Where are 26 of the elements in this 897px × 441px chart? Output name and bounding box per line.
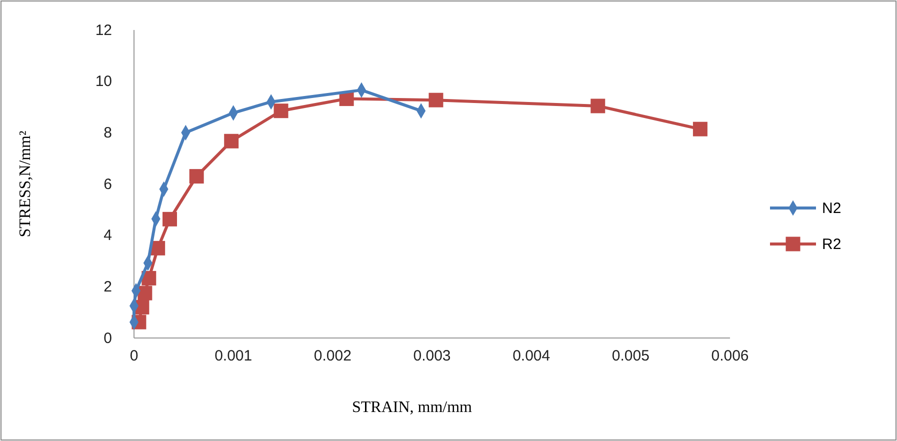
x-tick-label: 0.002 xyxy=(314,348,352,365)
point xyxy=(274,104,288,118)
point xyxy=(162,212,178,226)
y-tick-label: 12 xyxy=(95,22,112,39)
x-tick-label: 0.001 xyxy=(214,348,252,365)
x-tick-label: 0.004 xyxy=(512,348,550,365)
y-tick-label: 10 xyxy=(95,73,112,90)
y-tick-label: 8 xyxy=(104,124,112,142)
y-axis-title: STRESS,N/mm² xyxy=(17,130,34,238)
y-tick-label: 4 xyxy=(104,227,112,244)
x-tick-label: 0 xyxy=(130,348,138,365)
legend-label: R2 xyxy=(822,236,842,253)
x-axis-title: STRAIN, mm/mm xyxy=(352,399,473,416)
x-tick-label: 0.003 xyxy=(413,348,451,365)
x-tick-label: 0.005 xyxy=(612,348,650,365)
point xyxy=(189,169,204,184)
point xyxy=(428,92,444,108)
point xyxy=(692,122,708,136)
point xyxy=(224,134,239,148)
x-tick-label: 0.006 xyxy=(711,348,749,365)
legend-label: N2 xyxy=(822,200,842,217)
y-tick-label: 0 xyxy=(104,330,112,347)
point xyxy=(590,98,606,114)
y-tick-label: 6 xyxy=(104,176,112,193)
point xyxy=(138,286,152,300)
y-tick-label: 2 xyxy=(104,278,112,296)
